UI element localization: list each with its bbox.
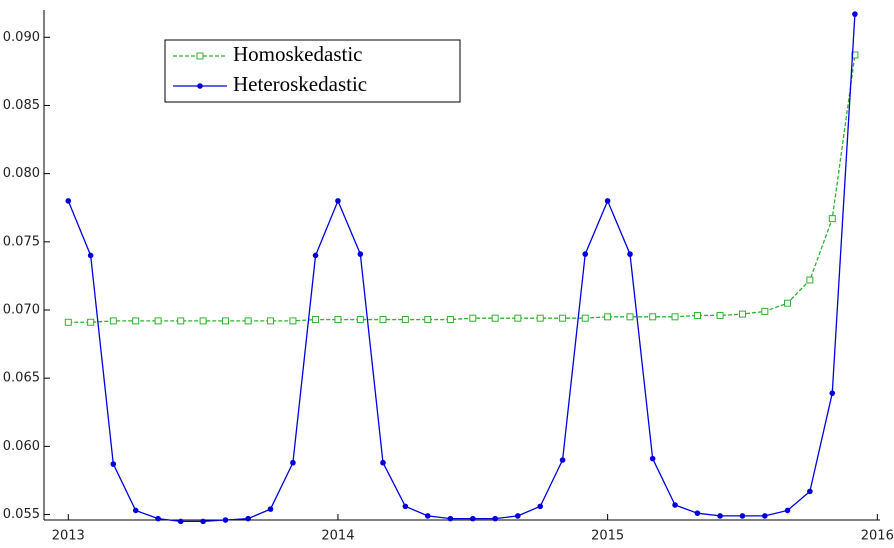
marker: [694, 510, 701, 516]
marker: [312, 252, 319, 259]
series-line: [67, 14, 856, 523]
marker: [357, 251, 364, 257]
marker: [87, 318, 95, 326]
marker: [312, 316, 320, 324]
marker: [65, 198, 72, 204]
marker: [559, 457, 566, 463]
legend: Homoskedastic Heteroskedastic: [164, 39, 461, 103]
marker: [537, 503, 544, 510]
marker: [380, 459, 386, 466]
marker: [604, 198, 611, 204]
marker: [401, 316, 409, 324]
marker: [222, 517, 229, 523]
marker: [761, 307, 769, 315]
marker: [784, 507, 791, 514]
y-tick-label: 0.070: [3, 303, 40, 318]
legend-box: [164, 39, 461, 103]
marker: [784, 299, 792, 307]
marker: [424, 513, 431, 519]
series: [65, 11, 858, 525]
marker: [446, 316, 454, 324]
marker: [627, 251, 633, 257]
marker: [87, 252, 94, 259]
marker: [581, 314, 589, 322]
marker: [200, 518, 206, 525]
marker: [515, 513, 521, 519]
legend-label: Heteroskedastic: [233, 72, 367, 96]
marker: [221, 317, 229, 325]
marker: [267, 317, 275, 325]
legend-marker: [196, 52, 204, 60]
marker: [379, 316, 387, 324]
marker: [626, 313, 634, 321]
y-tick-label: 0.060: [3, 439, 40, 454]
y-tick-label: 0.085: [3, 98, 40, 113]
marker: [109, 317, 117, 325]
marker: [582, 251, 589, 257]
marker: [717, 513, 723, 519]
marker: [671, 313, 679, 321]
marker: [289, 317, 297, 325]
marker: [155, 515, 161, 522]
marker: [469, 515, 476, 522]
marker: [828, 215, 836, 223]
marker: [335, 198, 341, 204]
marker: [177, 518, 184, 525]
legend-marker: [197, 83, 203, 89]
series: [64, 51, 859, 326]
marker: [245, 515, 251, 522]
marker: [829, 390, 836, 396]
marker: [536, 314, 544, 322]
marker: [852, 11, 858, 17]
marker: [244, 317, 252, 325]
marker: [334, 316, 342, 324]
y-tick-label: 0.065: [3, 371, 40, 386]
marker: [447, 515, 454, 522]
marker: [64, 318, 72, 326]
series-line: [68, 54, 856, 323]
marker: [762, 513, 768, 519]
marker: [469, 314, 477, 322]
marker: [132, 507, 139, 514]
marker: [424, 316, 432, 324]
marker: [290, 459, 296, 466]
marker: [559, 314, 567, 322]
legend-label: Homoskedastic: [233, 42, 362, 66]
x-tick-label: 2015: [591, 529, 624, 544]
marker: [110, 461, 117, 467]
marker: [514, 314, 522, 322]
marker: [491, 314, 499, 322]
marker: [267, 506, 274, 512]
y-tick-label: 0.090: [3, 30, 40, 45]
marker: [738, 310, 746, 318]
y-tick-label: 0.075: [3, 234, 40, 249]
marker: [356, 316, 364, 324]
marker: [649, 455, 656, 462]
marker: [604, 313, 612, 321]
y-tick-label: 0.080: [3, 166, 40, 181]
x-tick-label: 2013: [52, 529, 85, 544]
x-tick-label: 2014: [321, 529, 354, 544]
marker: [154, 317, 162, 325]
marker: [132, 317, 140, 325]
marker: [807, 488, 813, 495]
x-tick-label: 2016: [861, 529, 894, 544]
marker: [693, 311, 701, 319]
marker: [492, 515, 498, 522]
marker: [716, 311, 724, 319]
marker: [402, 503, 409, 510]
marker: [177, 317, 185, 325]
marker: [672, 502, 678, 508]
marker: [649, 313, 657, 321]
y-tick-label: 0.055: [3, 507, 40, 522]
marker: [739, 513, 746, 519]
marker: [199, 317, 207, 325]
marker: [806, 276, 814, 284]
